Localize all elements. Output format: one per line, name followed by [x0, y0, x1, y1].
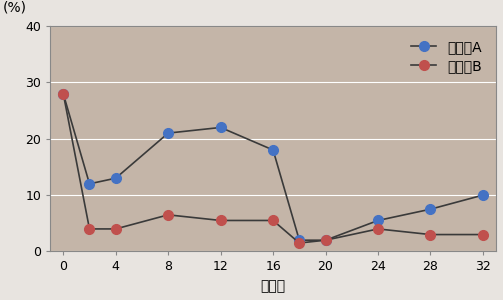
- グルーA: [87, 182, 93, 186]
- グルーB: [375, 227, 381, 231]
- グルーA: [113, 176, 119, 180]
- グルーA: [270, 148, 276, 152]
- グルーA: [480, 193, 486, 197]
- グルーB: [165, 213, 171, 217]
- グルーA: [375, 219, 381, 222]
- グルーB: [296, 241, 302, 245]
- グルーB: [270, 219, 276, 222]
- グルーA: [296, 238, 302, 242]
- グルーA: [428, 207, 434, 211]
- グルーB: [428, 233, 434, 236]
- グルーB: [113, 227, 119, 231]
- グルーB: [322, 238, 328, 242]
- グルーB: [218, 219, 224, 222]
- X-axis label: 週間後: 週間後: [261, 279, 286, 293]
- グルーA: [218, 126, 224, 129]
- グルーA: [322, 238, 328, 242]
- Y-axis label: (%): (%): [3, 1, 27, 15]
- Line: グルーA: グルーA: [58, 89, 488, 245]
- Legend: グルーA, グルーB: グルーA, グルーB: [404, 33, 489, 80]
- グルーB: [480, 233, 486, 236]
- グルーA: [60, 92, 66, 95]
- グルーB: [87, 227, 93, 231]
- グルーA: [165, 131, 171, 135]
- Line: グルーB: グルーB: [58, 89, 488, 248]
- グルーB: [60, 92, 66, 95]
